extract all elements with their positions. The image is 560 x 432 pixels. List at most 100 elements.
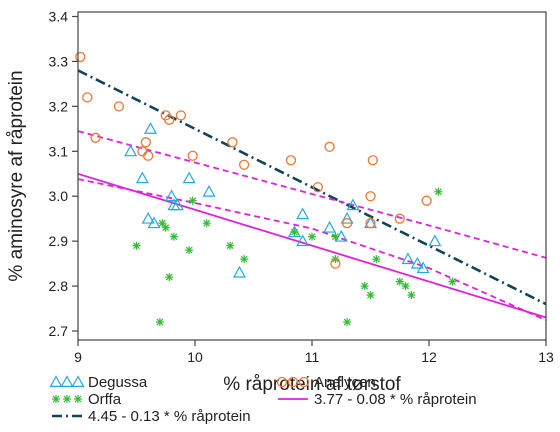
legend-item: 4.45 - 0.13 * % råprotein: [52, 408, 251, 425]
legend-degussa-marker: [49, 375, 63, 387]
x-tick-label: 10: [187, 349, 203, 365]
analycen-point: [394, 213, 405, 224]
analycen-point: [330, 258, 341, 269]
legend-analycen-marker: [298, 376, 310, 388]
orffa-point: [331, 232, 340, 241]
degussa-point: [147, 216, 161, 229]
analycen-point: [113, 101, 125, 112]
analycen-point: [312, 182, 324, 193]
degussa-point: [296, 207, 310, 220]
series-degussa: [124, 122, 442, 278]
analycen-point: [82, 92, 93, 103]
degussa-point: [144, 122, 158, 134]
analycen-point: [143, 150, 154, 161]
orffa-point: [202, 219, 211, 228]
analycen-point: [365, 218, 376, 229]
orffa-point: [165, 273, 174, 282]
orffa-point: [360, 282, 369, 291]
degussa-point: [135, 171, 149, 184]
analycen-point: [341, 218, 353, 229]
axis-ticks: 9 10 11 12 13 2.7 2.8 2.9 3.0 3.1 3.2 3.3 3.4: [49, 8, 554, 365]
orffa-point: [434, 187, 443, 196]
orffa-point: [132, 241, 141, 250]
legend-item: Degussa: [49, 374, 148, 391]
degussa-point: [170, 198, 184, 211]
legend-item: Orffa: [52, 391, 122, 408]
degussa-point: [124, 144, 138, 157]
x-tick-label: 13: [538, 349, 554, 365]
x-tick-label: 11: [305, 349, 320, 365]
legend-label: Orffa: [88, 391, 122, 408]
y-tick-label: 2.8: [49, 278, 69, 294]
fit-lines: [78, 69, 546, 322]
analycen-point: [238, 159, 250, 170]
analycen-point: [365, 191, 376, 202]
analycen-point: [227, 137, 238, 148]
legend-item: Analycen: [276, 374, 376, 391]
y-tick-label: 3.2: [49, 98, 69, 114]
plot-marks: [75, 51, 546, 327]
degussa-point: [416, 261, 430, 274]
y-tick-label: 2.9: [49, 233, 69, 249]
regression-line: [78, 172, 546, 319]
analycen-point: [164, 114, 175, 125]
regression-line: [78, 69, 546, 306]
degussa-point: [323, 220, 337, 233]
degussa-point: [410, 256, 424, 269]
degussa-point: [346, 198, 360, 211]
degussa-point: [428, 234, 442, 247]
analycen-point: [421, 195, 432, 206]
orffa-point: [240, 255, 249, 264]
orffa-point: [308, 232, 316, 241]
y-tick-label: 3.1: [49, 143, 69, 159]
orffa-point: [395, 277, 404, 286]
y-tick-label: 2.7: [49, 323, 69, 339]
orffa-point: [448, 277, 457, 286]
orffa-point: [401, 282, 410, 291]
analycen-point: [137, 146, 148, 157]
orffa-point: [226, 241, 235, 250]
orffa-point: [343, 318, 352, 327]
legend-label: 4.45 - 0.13 * % råprotein: [88, 408, 251, 425]
analycen-point: [90, 132, 101, 143]
orffa-point: [290, 228, 299, 237]
orffa-point: [366, 291, 375, 300]
orffa-point: [161, 223, 170, 232]
orffa-point: [372, 255, 381, 264]
degussa-point: [202, 184, 216, 197]
analycen-point: [140, 137, 152, 148]
degussa-point: [141, 211, 155, 224]
degussa-point: [296, 234, 310, 247]
analycen-point: [285, 155, 297, 166]
legend-orffa-marker: [63, 395, 71, 403]
degussa-point: [182, 171, 196, 184]
degussa-point: [232, 265, 246, 278]
degussa-point: [165, 189, 179, 202]
x-tick-label: 12: [421, 349, 437, 365]
legend-degussa-marker: [71, 375, 85, 387]
y-tick-label: 3.0: [49, 188, 69, 204]
y-axis-title: % aminosyre af råprotein: [6, 70, 27, 281]
y-tick-label: 3.4: [49, 8, 69, 24]
orffa-point: [158, 219, 167, 228]
analycen-point: [367, 155, 378, 166]
analycen-point: [75, 51, 86, 63]
series-orffa: [132, 187, 457, 327]
plot-frame: [77, 11, 547, 341]
y-tick-label: 3.3: [49, 53, 69, 69]
legend-item: 3.77 - 0.08 * % råprotein: [278, 391, 477, 408]
legend-label: Analycen: [314, 374, 376, 391]
x-axis-title: % råprotein af tørstof: [223, 374, 401, 395]
legend-orffa-marker: [52, 395, 60, 403]
legend-orffa-marker: [74, 395, 82, 403]
orffa-point: [188, 196, 197, 205]
legend-degussa-marker: [60, 375, 74, 387]
orffa-point: [407, 291, 416, 300]
analycen-point: [175, 110, 187, 121]
legend-analycen-marker: [287, 376, 299, 388]
lower-band-line: [78, 178, 546, 322]
analycen-point: [187, 150, 198, 161]
series-analycen: [75, 51, 432, 269]
analycen-point: [324, 141, 335, 152]
legend-label: 3.77 - 0.08 * % råprotein: [314, 391, 477, 408]
